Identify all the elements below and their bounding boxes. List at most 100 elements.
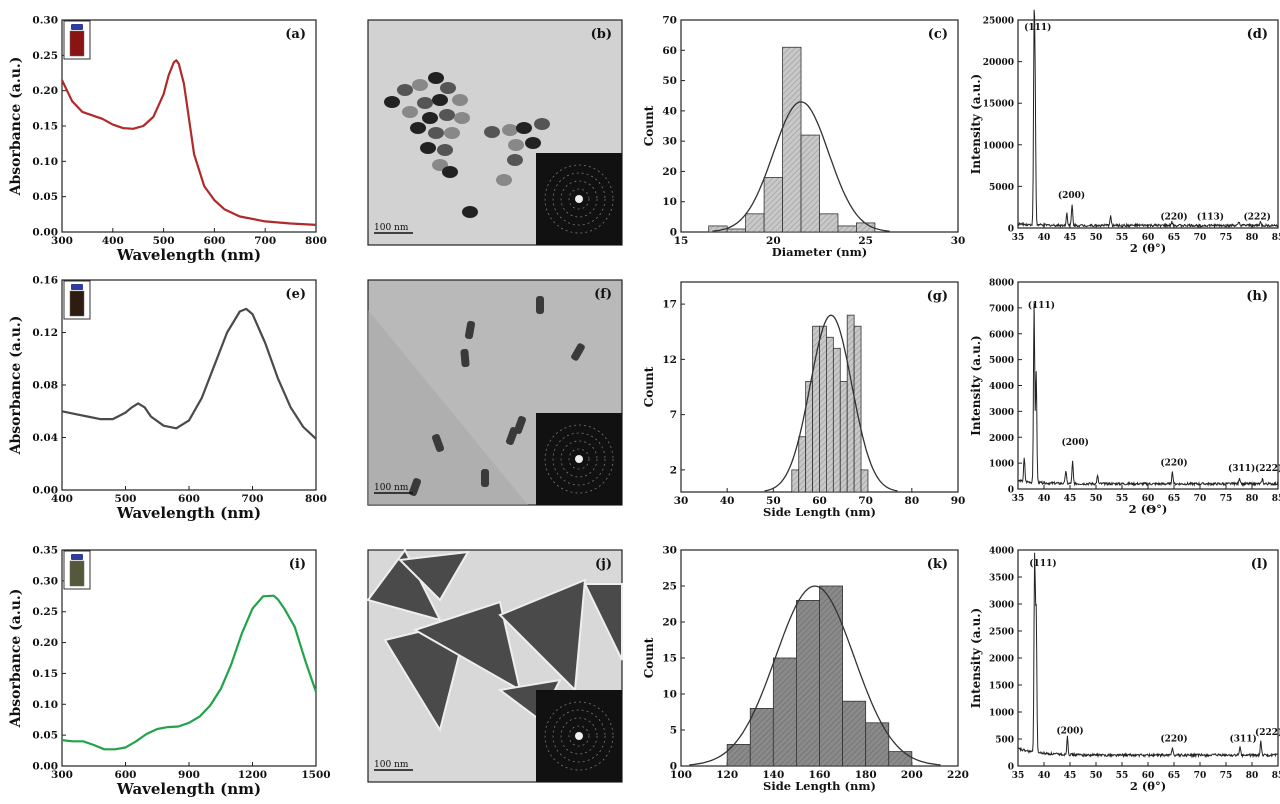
histogram-bar — [865, 722, 890, 767]
panel-b: 100 nm (b) — [367, 19, 623, 246]
diffraction-center — [575, 195, 583, 203]
histogram-bar — [837, 225, 857, 233]
nanotriangle — [366, 548, 442, 622]
x-tick-label: 90 — [951, 495, 966, 507]
x-tick-label: 85 — [1272, 771, 1280, 781]
y-axis-label: Intensity (a.u.) — [969, 74, 983, 174]
diffraction-ring — [560, 180, 598, 218]
x-tick-label: 1500 — [301, 769, 330, 781]
y-tick-label: 30 — [662, 136, 677, 148]
y-tick-label: 60 — [662, 45, 677, 57]
x-tick-label: 70 — [1194, 771, 1207, 781]
panel-label: (i) — [289, 557, 306, 572]
nanosphere — [507, 154, 523, 166]
histogram-bar — [749, 708, 774, 767]
y-tick-label: 4000 — [989, 382, 1014, 392]
diffraction-ring — [552, 172, 606, 226]
x-tick-label: 85 — [1272, 233, 1280, 243]
nanosphere — [432, 94, 448, 106]
y-tick-label: 12 — [662, 354, 677, 366]
absorbance-curve — [61, 59, 317, 226]
y-tick-label: 0.16 — [32, 275, 58, 287]
nanosphere — [440, 82, 456, 94]
x-tick-label: 70 — [858, 495, 873, 507]
panel-label: (l) — [1251, 557, 1268, 572]
histogram-bar — [772, 657, 797, 767]
y-axis-label: Absorbance (a.u.) — [8, 57, 24, 197]
panel-c: 15 20 25 30 0 10 20 30 40 50 60 70 Diameter (nm) Coun… — [642, 15, 965, 260]
nanosphere — [384, 96, 400, 108]
nanosphere — [439, 109, 455, 121]
diffraction-ring — [568, 188, 590, 210]
panel-f: 100 nm (f) — [367, 279, 623, 506]
y-tick-label: 0 — [670, 761, 677, 773]
panel-label: (c) — [928, 27, 948, 42]
peak-label: (222) — [1255, 463, 1280, 474]
x-tick-label: 65 — [1168, 494, 1181, 504]
x-tick-label: 400 — [102, 235, 124, 247]
x-tick-label: 1200 — [238, 769, 267, 781]
x-tick-label: 65 — [1168, 771, 1181, 781]
panel-label: (k) — [927, 557, 948, 572]
histogram-bar — [812, 325, 820, 493]
y-tick-label: 0.25 — [32, 606, 58, 618]
plot-frame — [1017, 281, 1279, 490]
diffraction-ring — [544, 424, 614, 494]
histogram-bar — [763, 177, 783, 233]
y-tick-label: 40 — [662, 105, 677, 117]
x-tick-label: 40 — [1038, 233, 1051, 243]
x-tick-label: 35 — [1012, 771, 1025, 781]
x-tick-label: 50 — [1090, 494, 1103, 504]
y-tick-label: 0.10 — [32, 156, 58, 168]
y-tick-label: 0.05 — [32, 191, 58, 203]
nanosphere — [452, 94, 468, 106]
y-tick-label: 8000 — [989, 279, 1014, 289]
nanosphere — [428, 72, 444, 84]
y-tick-label: 7000 — [989, 304, 1014, 314]
y-tick-label: 0.04 — [32, 432, 58, 444]
y-tick-label: 0 — [670, 227, 677, 239]
y-tick-label: 2500 — [989, 628, 1014, 638]
histogram-bar — [745, 213, 765, 233]
diffraction-ring — [560, 717, 598, 755]
y-axis-label: Absorbance (a.u.) — [8, 316, 24, 456]
peak-label: (111) — [1029, 558, 1056, 569]
y-tick-label: 1000 — [989, 709, 1014, 719]
nanosphere — [534, 118, 550, 130]
peak-label: (113) — [1197, 212, 1224, 223]
histogram-bar — [819, 213, 839, 233]
peak-label: (200) — [1058, 190, 1085, 201]
diffraction-ring — [544, 701, 614, 771]
peak-label: (222) — [1244, 212, 1271, 223]
nanorod — [409, 478, 421, 496]
nanosphere — [516, 122, 532, 134]
y-tick-label: 2000 — [989, 655, 1014, 665]
nanosphere — [442, 166, 458, 178]
x-tick-label: 35 — [1012, 233, 1025, 243]
panel-i: 300 600 900 1200 1500 0.00 0.05 0.10 0.15 0.20 0.2… — [8, 545, 331, 799]
y-tick-label: 25000 — [983, 17, 1014, 27]
x-tick-label: 20 — [766, 235, 781, 247]
nanotriangle — [498, 578, 587, 693]
nanosphere — [417, 97, 433, 109]
y-tick-label: 4000 — [989, 547, 1014, 557]
peak-label: (220) — [1160, 212, 1187, 223]
y-tick-label: 0.35 — [32, 545, 58, 557]
histogram-bar — [796, 600, 820, 767]
xrd-pattern — [1017, 552, 1279, 759]
panel-label: (h) — [1246, 289, 1268, 304]
peak-label: (311) — [1228, 463, 1255, 474]
vial-liquid — [69, 560, 85, 587]
nanotriangle — [412, 600, 522, 692]
x-tick-label: 15 — [674, 235, 689, 247]
peak-label: (311) — [1230, 734, 1257, 745]
vial-cap — [71, 284, 83, 290]
vial-cap — [71, 554, 83, 560]
panel-label: (b) — [591, 27, 612, 42]
x-tick-label: 45 — [1064, 771, 1077, 781]
peak-label: (222) — [1255, 727, 1280, 738]
y-tick-label: 5000 — [989, 183, 1014, 193]
nanosphere — [496, 174, 512, 186]
panel-label: (f) — [594, 287, 612, 302]
xrd-pattern — [1017, 9, 1279, 229]
